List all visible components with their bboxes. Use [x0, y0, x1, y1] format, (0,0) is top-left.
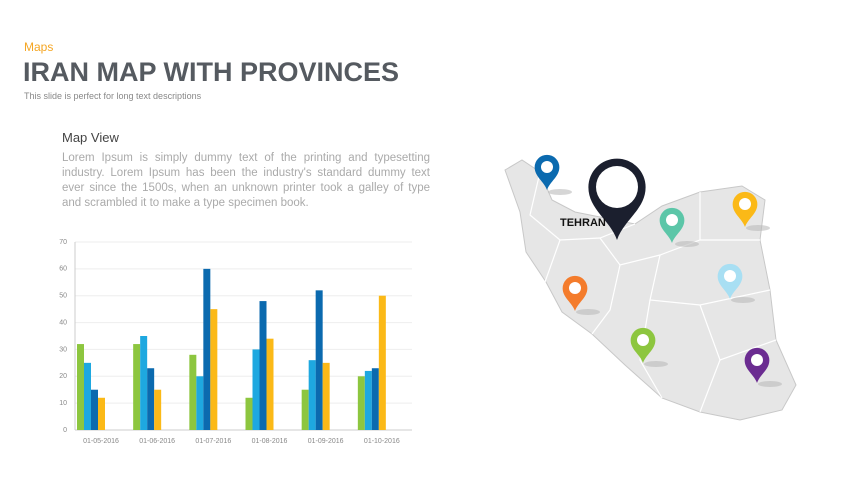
bar: [133, 344, 141, 430]
country-shape: [504, 159, 797, 421]
bar: [210, 309, 218, 430]
bar: [322, 362, 330, 430]
bar: [84, 362, 91, 430]
y-tick-label: 10: [59, 400, 67, 407]
y-tick-label: 0: [63, 427, 67, 434]
x-tick-label: 01-07-2016: [195, 438, 231, 445]
x-tick-label: 01-08-2016: [252, 438, 288, 445]
pins: [534, 154, 770, 383]
x-tick-label: 01-10-2016: [364, 438, 400, 445]
city-label: TEHRAN: [560, 217, 606, 229]
y-tick-label: 70: [59, 239, 67, 246]
y-tick-label: 40: [59, 319, 67, 326]
section-heading: Map View: [62, 130, 119, 145]
bar: [252, 349, 260, 430]
y-tick-label: 50: [59, 293, 67, 300]
bar: [91, 389, 98, 430]
bar: [266, 338, 274, 430]
province-borders: [529, 171, 777, 413]
title: IRAN MAP WITH PROVINCES: [23, 57, 400, 87]
pin-shadows: [548, 189, 782, 387]
section-body: Lorem Ipsum is simply dummy text of the …: [62, 152, 430, 209]
y-tick-label: 30: [59, 346, 67, 353]
subtitle: This slide is perfect for long text desc…: [24, 91, 202, 101]
y-tick-label: 60: [59, 266, 67, 273]
bar: [203, 268, 211, 430]
bar: [77, 344, 84, 430]
map: TEHRAN: [504, 154, 797, 421]
bar: [140, 336, 148, 430]
bar: [301, 389, 309, 430]
bar: [364, 370, 372, 430]
x-tick-label: 01-06-2016: [139, 438, 175, 445]
bar: [357, 376, 365, 430]
bar: [315, 290, 323, 430]
bar: [147, 368, 155, 430]
bar: [308, 360, 316, 430]
bar: [259, 301, 267, 430]
bar: [371, 368, 379, 430]
bar: [189, 354, 197, 430]
x-tick-label: 01-05-2016: [83, 438, 119, 445]
x-tick-label: 01-09-2016: [308, 438, 344, 445]
bar: [196, 376, 204, 430]
bar: [378, 295, 386, 430]
bar: [154, 389, 162, 430]
y-tick-label: 20: [59, 373, 67, 380]
kicker: Maps: [24, 40, 54, 54]
bar: [98, 397, 105, 430]
bar: [245, 397, 253, 430]
